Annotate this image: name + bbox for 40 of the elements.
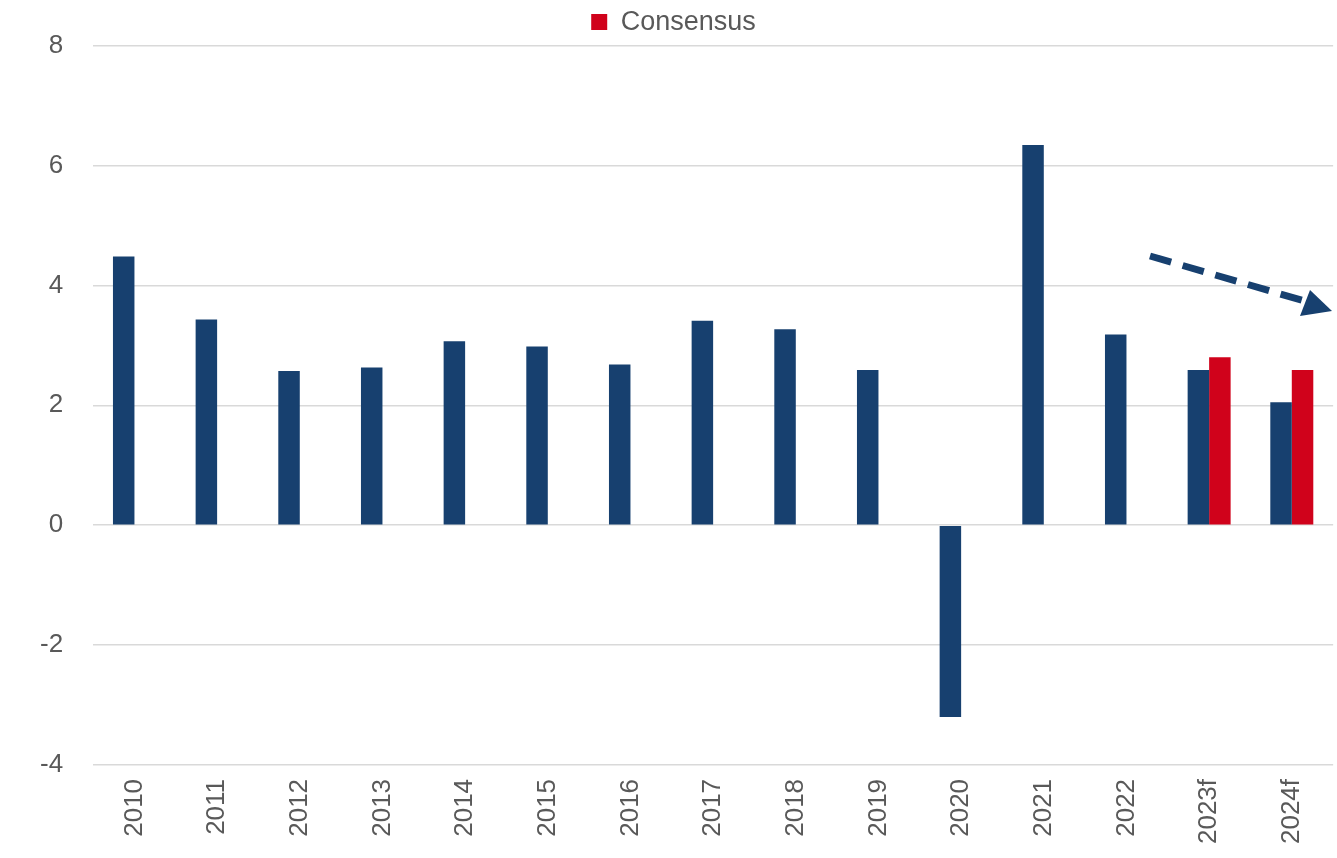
bar bbox=[443, 341, 466, 525]
x-tick-label: 2018 bbox=[778, 778, 809, 837]
y-tick-label: 8 bbox=[48, 28, 64, 59]
bar bbox=[360, 367, 383, 525]
y-tick-label: 6 bbox=[48, 148, 64, 179]
bar bbox=[1104, 334, 1127, 525]
bar bbox=[278, 371, 300, 525]
x-tick-label: 2017 bbox=[696, 778, 727, 837]
bar bbox=[774, 329, 796, 525]
y-tick-label: 0 bbox=[48, 508, 64, 539]
bar bbox=[112, 256, 135, 525]
x-tick-label: 2019 bbox=[861, 778, 892, 837]
bar bbox=[939, 525, 962, 717]
x-tick-label: 2022 bbox=[1109, 778, 1140, 837]
x-tick-label: 2024f bbox=[1274, 778, 1305, 845]
x-tick-label: 2014 bbox=[448, 778, 479, 837]
bar bbox=[608, 364, 631, 525]
y-tick-label: 2 bbox=[48, 388, 64, 419]
x-tick-label: 2015 bbox=[530, 778, 561, 837]
bar bbox=[1209, 357, 1231, 525]
x-tick-label: 2013 bbox=[365, 778, 396, 837]
y-tick-label: -2 bbox=[39, 628, 64, 659]
bar bbox=[1291, 369, 1314, 525]
bar bbox=[691, 320, 714, 525]
x-tick-label: 2021 bbox=[1026, 778, 1057, 837]
x-tick-label: 2020 bbox=[944, 778, 975, 837]
bar bbox=[1187, 369, 1210, 525]
x-tick-label: 2010 bbox=[117, 778, 148, 837]
y-tick-label: 4 bbox=[48, 268, 64, 299]
x-tick-label: 2011 bbox=[200, 778, 231, 835]
bar bbox=[1022, 145, 1044, 525]
bar bbox=[195, 319, 218, 525]
x-tick-label: 2023f bbox=[1192, 778, 1223, 845]
x-tick-label: 2012 bbox=[282, 778, 313, 837]
x-tick-label: 2016 bbox=[613, 778, 644, 837]
bar bbox=[856, 369, 879, 525]
legend-label: Consensus bbox=[620, 5, 756, 36]
bar bbox=[1270, 402, 1292, 525]
bar bbox=[526, 346, 548, 525]
y-tick-label: -4 bbox=[39, 748, 64, 779]
